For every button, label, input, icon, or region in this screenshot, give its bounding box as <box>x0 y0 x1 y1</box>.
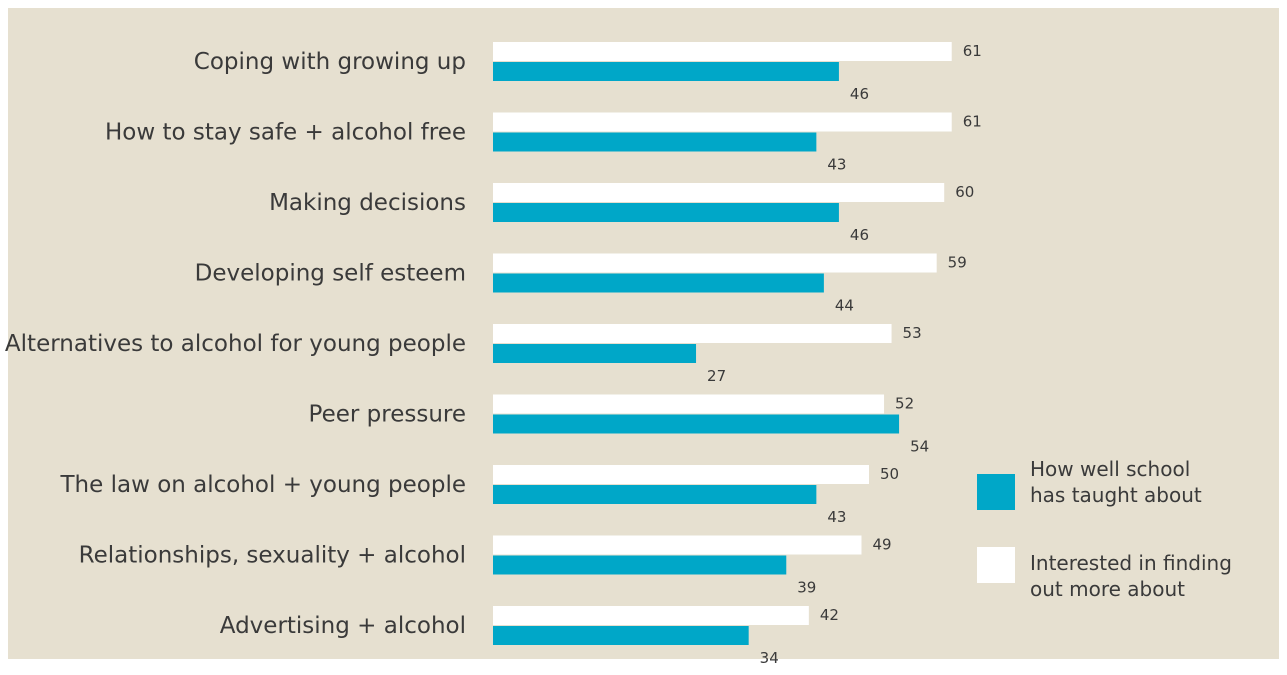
taught-bar <box>493 626 749 645</box>
taught-bar <box>493 414 900 434</box>
taught-bar <box>493 344 697 363</box>
category-label: Developing self esteem <box>195 261 466 287</box>
category-label: Coping with growing up <box>194 49 466 75</box>
category-label: The law on alcohol + young people <box>60 472 467 498</box>
interest-bar <box>493 42 952 61</box>
value-label: 53 <box>903 324 922 342</box>
interest-bar <box>493 324 892 343</box>
legend-swatch <box>977 547 1015 583</box>
category-label: Making decisions <box>269 190 466 216</box>
value-label: 46 <box>850 226 869 244</box>
value-label: 44 <box>835 297 854 315</box>
taught-bar <box>493 555 787 575</box>
value-label: 43 <box>827 508 846 526</box>
value-label: 61 <box>963 42 982 60</box>
legend-label: out more about <box>1030 577 1185 601</box>
interest-bar <box>493 183 945 202</box>
legend-swatch <box>977 474 1015 510</box>
value-label: 59 <box>948 254 967 272</box>
interest-bar <box>493 535 862 555</box>
category-label: Relationships, sexuality + alcohol <box>79 543 466 569</box>
interest-bar <box>493 394 885 414</box>
value-label: 61 <box>963 113 982 131</box>
legend-label: How well school <box>1030 457 1190 481</box>
interest-bar <box>493 606 809 625</box>
value-label: 50 <box>880 465 899 483</box>
value-label: 39 <box>797 579 816 597</box>
taught-bar <box>493 62 839 81</box>
taught-bar <box>493 203 839 222</box>
interest-bar <box>493 465 869 484</box>
interest-bar <box>493 112 952 132</box>
taught-bar <box>493 273 824 293</box>
category-label: How to stay safe + alcohol free <box>105 120 466 146</box>
taught-bar <box>493 485 817 504</box>
value-label: 52 <box>895 395 914 413</box>
category-label: Alternatives to alcohol for young people <box>5 331 466 357</box>
taught-bar <box>493 132 817 152</box>
interest-bar <box>493 253 937 273</box>
category-label: Advertising + alcohol <box>220 613 466 639</box>
legend-label: Interested in finding <box>1030 551 1232 575</box>
value-label: 49 <box>872 536 891 554</box>
value-label: 27 <box>707 367 726 385</box>
legend-label: has taught about <box>1030 483 1202 507</box>
value-label: 46 <box>850 85 869 103</box>
value-label: 43 <box>827 156 846 174</box>
value-label: 54 <box>910 438 929 456</box>
value-label: 60 <box>955 183 974 201</box>
value-label: 42 <box>820 606 839 624</box>
value-label: 34 <box>760 649 779 667</box>
category-label: Peer pressure <box>309 402 466 428</box>
